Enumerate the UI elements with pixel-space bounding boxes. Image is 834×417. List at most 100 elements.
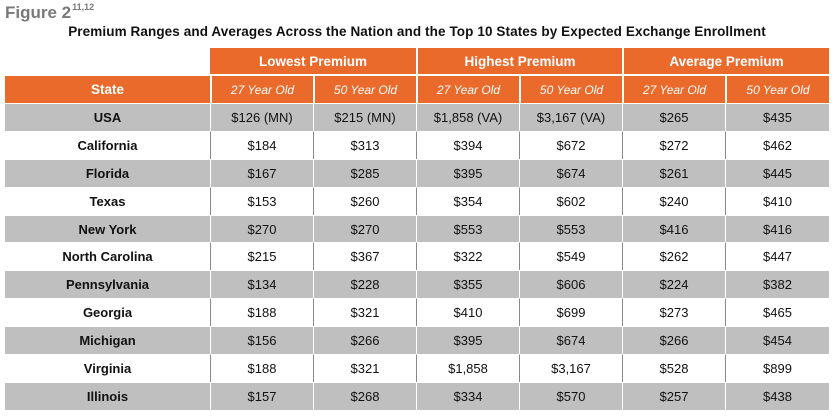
state-cell: Pennsylvania: [5, 270, 210, 299]
value-cell: $899: [725, 354, 829, 382]
value-cell: $334: [416, 381, 519, 410]
sub-header-lowest-50: 50 Year Old: [313, 74, 416, 103]
value-cell: $354: [416, 186, 519, 215]
value-cell: $445: [725, 158, 829, 187]
value-cell: $394: [416, 130, 519, 159]
value-cell: $1,858 (VA): [416, 103, 519, 131]
value-cell: $224: [622, 270, 725, 299]
value-cell: $322: [416, 242, 519, 271]
value-cell: $549: [519, 242, 622, 271]
state-cell: North Carolina: [5, 242, 210, 271]
value-cell: $270: [210, 214, 313, 243]
value-cell: $435: [725, 103, 829, 131]
value-cell: $157: [210, 381, 313, 410]
value-cell: $462: [725, 130, 829, 159]
value-cell: $134: [210, 270, 313, 299]
value-cell: $153: [210, 186, 313, 215]
value-cell: $606: [519, 270, 622, 299]
value-cell: $416: [622, 214, 725, 243]
value-cell: $240: [622, 186, 725, 215]
sub-header-average-50: 50 Year Old: [725, 74, 829, 103]
value-cell: $602: [519, 186, 622, 215]
figure-label: Figure 211,12: [5, 2, 94, 23]
state-cell: Florida: [5, 158, 210, 187]
value-cell: $273: [622, 298, 725, 327]
value-cell: $674: [519, 158, 622, 187]
table-row: Texas $153 $260 $354 $602 $240 $410: [5, 186, 829, 215]
state-column-header: State: [5, 74, 210, 103]
table-row: Michigan $156 $266 $395 $674 $266 $454: [5, 326, 829, 355]
value-cell: $3,167: [519, 354, 622, 382]
sub-header-row: State 27 Year Old 50 Year Old 27 Year Ol…: [5, 74, 829, 103]
header-blank-cell: [5, 48, 210, 74]
value-cell: $313: [313, 130, 416, 159]
value-cell: $321: [313, 298, 416, 327]
figure-title: Premium Ranges and Averages Across the N…: [68, 24, 766, 39]
state-cell: California: [5, 130, 210, 159]
sub-header-highest-50: 50 Year Old: [519, 74, 622, 103]
state-cell: Virginia: [5, 354, 210, 382]
value-cell: $395: [416, 158, 519, 187]
value-cell: $188: [210, 298, 313, 327]
state-cell: USA: [5, 103, 210, 131]
value-cell: $553: [519, 214, 622, 243]
value-cell: $261: [622, 158, 725, 187]
value-cell: $268: [313, 381, 416, 410]
value-cell: $260: [313, 186, 416, 215]
value-cell: $285: [313, 158, 416, 187]
table-row: Florida $167 $285 $395 $674 $261 $445: [5, 158, 829, 187]
premium-table: Lowest Premium Highest Premium Average P…: [5, 48, 829, 410]
table-row: New York $270 $270 $553 $553 $416 $416: [5, 214, 829, 243]
value-cell: $321: [313, 354, 416, 382]
table-row: Georgia $188 $321 $410 $699 $273 $465: [5, 298, 829, 327]
sub-header-lowest-27: 27 Year Old: [210, 74, 313, 103]
state-cell: Georgia: [5, 298, 210, 327]
state-cell: Michigan: [5, 326, 210, 355]
figure-reference-superscript: 11,12: [72, 2, 95, 12]
group-header-row: Lowest Premium Highest Premium Average P…: [5, 48, 829, 74]
table-row: USA $126 (MN) $215 (MN) $1,858 (VA) $3,1…: [5, 103, 829, 131]
value-cell: $410: [416, 298, 519, 327]
value-cell: $355: [416, 270, 519, 299]
value-cell: $228: [313, 270, 416, 299]
table-row: Illinois $157 $268 $334 $570 $257 $438: [5, 381, 829, 410]
value-cell: $188: [210, 354, 313, 382]
value-cell: $674: [519, 326, 622, 355]
value-cell: $382: [725, 270, 829, 299]
figure-label-text: Figure 2: [5, 3, 72, 22]
value-cell: $156: [210, 326, 313, 355]
value-cell: $265: [622, 103, 725, 131]
table-row: Virginia $188 $321 $1,858 $3,167 $528 $8…: [5, 354, 829, 382]
value-cell: $395: [416, 326, 519, 355]
value-cell: $215 (MN): [313, 103, 416, 131]
table-row: Pennsylvania $134 $228 $355 $606 $224 $3…: [5, 270, 829, 299]
value-cell: $266: [622, 326, 725, 355]
value-cell: $416: [725, 214, 829, 243]
table-row: California $184 $313 $394 $672 $272 $462: [5, 130, 829, 159]
value-cell: $3,167 (VA): [519, 103, 622, 131]
value-cell: $266: [313, 326, 416, 355]
value-cell: $215: [210, 242, 313, 271]
sub-header-average-27: 27 Year Old: [622, 74, 725, 103]
state-cell: Illinois: [5, 381, 210, 410]
group-header-average-premium: Average Premium: [622, 48, 829, 74]
value-cell: $553: [416, 214, 519, 243]
value-cell: $410: [725, 186, 829, 215]
table-row: North Carolina $215 $367 $322 $549 $262 …: [5, 242, 829, 271]
value-cell: $570: [519, 381, 622, 410]
value-cell: $454: [725, 326, 829, 355]
group-header-highest-premium: Highest Premium: [416, 48, 622, 74]
value-cell: $1,858: [416, 354, 519, 382]
value-cell: $184: [210, 130, 313, 159]
state-cell: Texas: [5, 186, 210, 215]
value-cell: $447: [725, 242, 829, 271]
value-cell: $126 (MN): [210, 103, 313, 131]
state-cell: New York: [5, 214, 210, 243]
value-cell: $528: [622, 354, 725, 382]
group-header-lowest-premium: Lowest Premium: [210, 48, 416, 74]
value-cell: $257: [622, 381, 725, 410]
value-cell: $438: [725, 381, 829, 410]
sub-header-highest-27: 27 Year Old: [416, 74, 519, 103]
value-cell: $270: [313, 214, 416, 243]
value-cell: $367: [313, 242, 416, 271]
